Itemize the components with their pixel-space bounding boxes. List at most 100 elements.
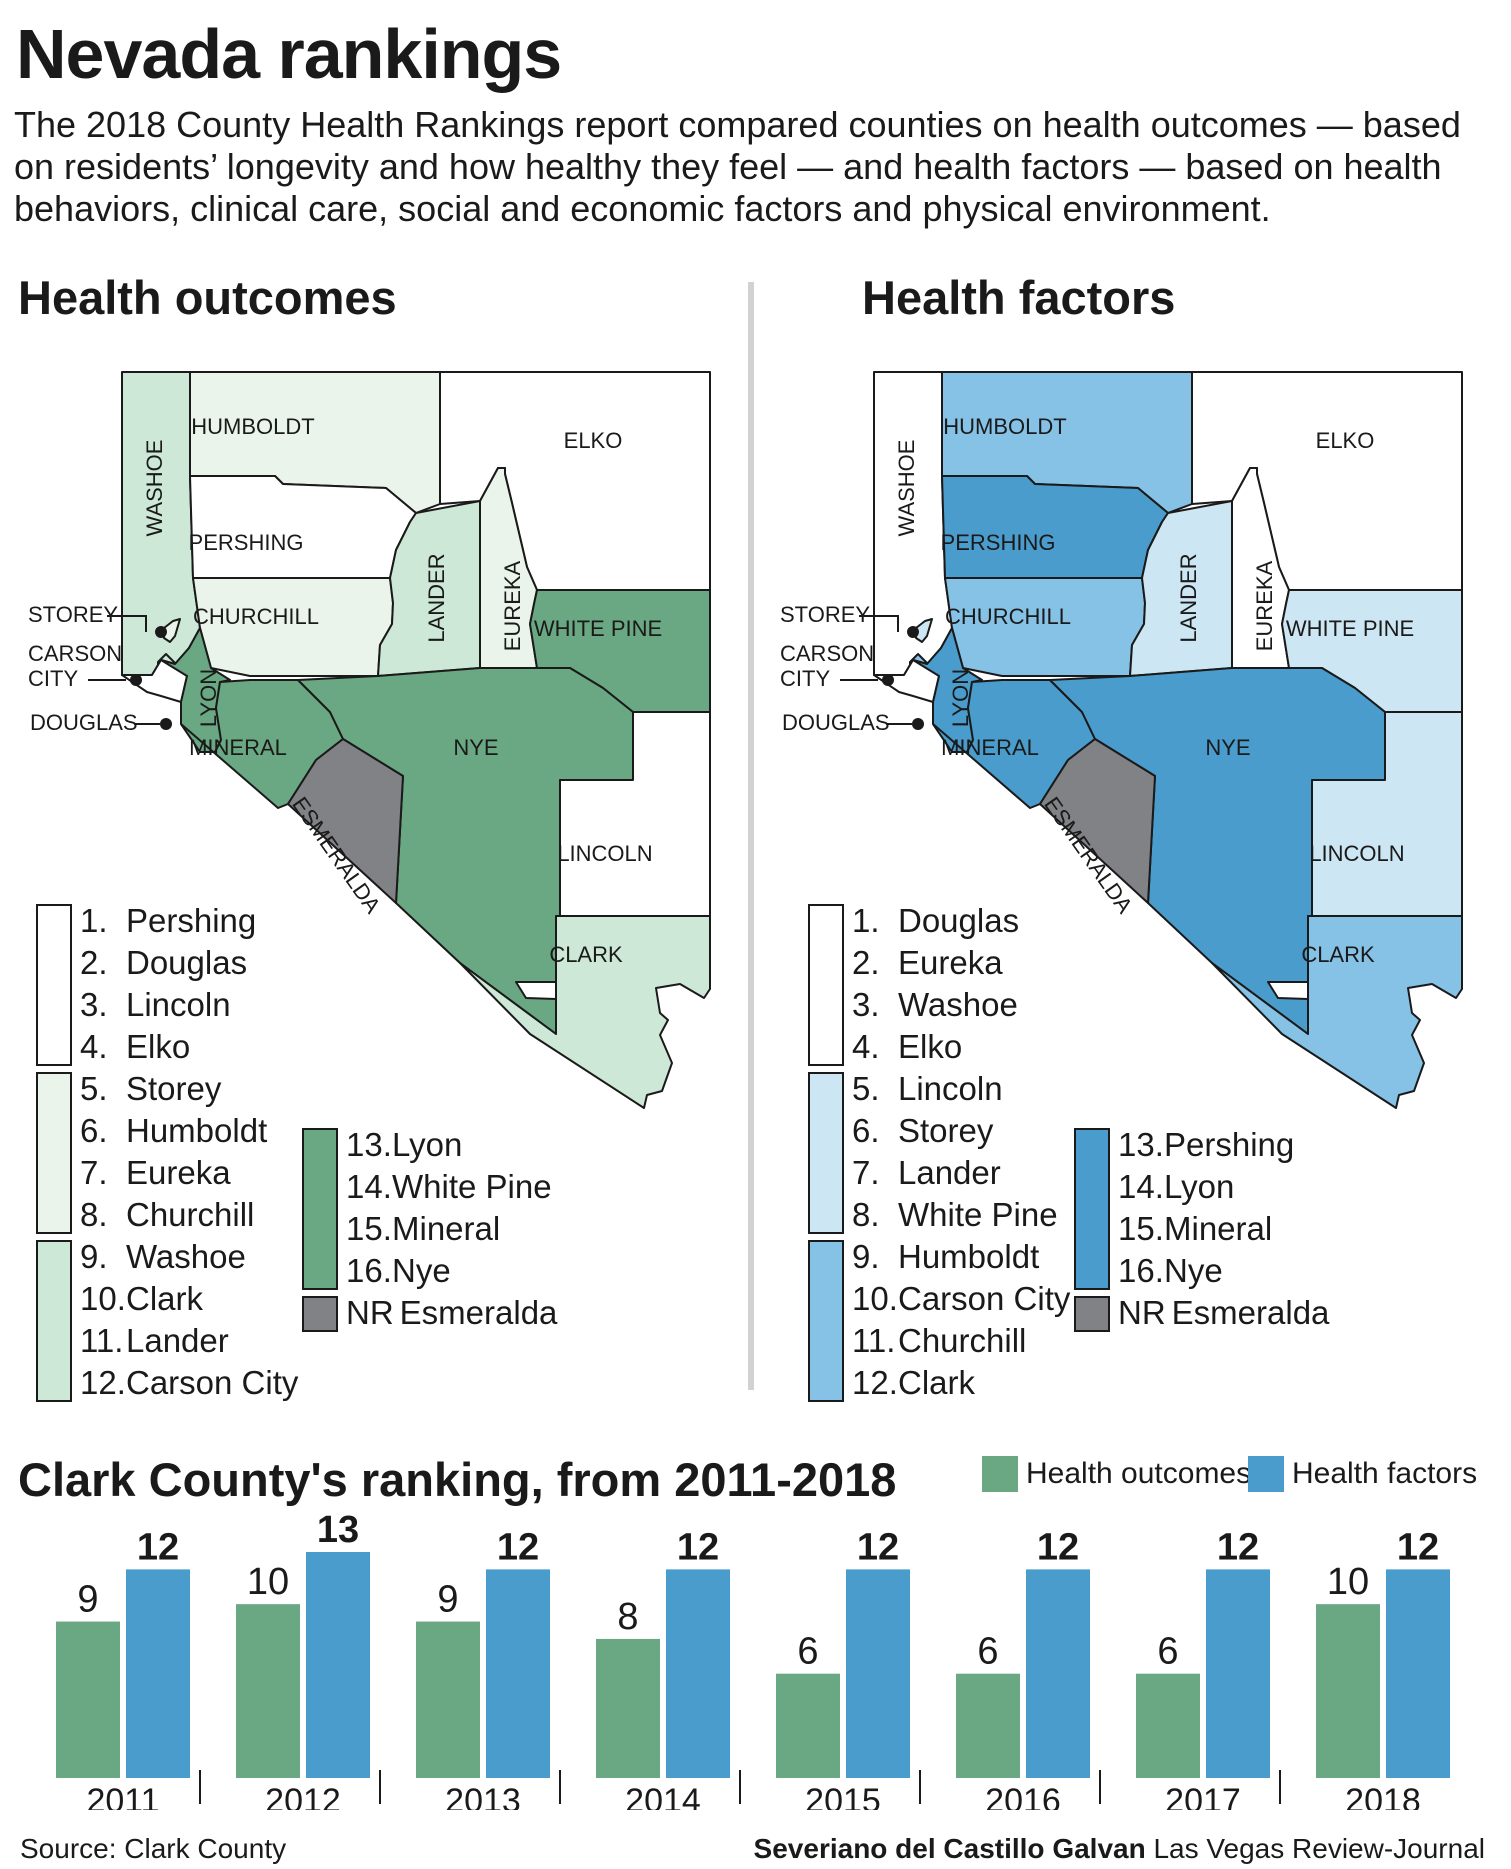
legend-rank: 8. bbox=[852, 1196, 880, 1233]
county-label-eureka: EUREKA bbox=[500, 560, 525, 651]
county-label-clark: CLARK bbox=[549, 942, 623, 967]
legend-entry: 6. Humboldt bbox=[80, 1110, 267, 1152]
outcomes-map: HUMBOLDT ELKO WASHOE PERSHING CHURCHILL LANDE… bbox=[28, 371, 711, 1109]
legend-factors-label: Health factors bbox=[1292, 1457, 1478, 1490]
legend-county: Humboldt bbox=[898, 1238, 1040, 1275]
legend-county: Lander bbox=[126, 1322, 229, 1359]
county-label-washoe: WASHOE bbox=[142, 440, 167, 537]
legend-entry: 16.Nye bbox=[346, 1250, 451, 1292]
legend-entry: 15.Mineral bbox=[1118, 1208, 1272, 1250]
year-label: 2017 bbox=[1165, 1782, 1241, 1810]
county-esmeralda bbox=[287, 738, 404, 904]
outcomes-value-label: 10 bbox=[247, 1561, 289, 1603]
outcomes-bar bbox=[1136, 1673, 1200, 1778]
legend-county: Elko bbox=[126, 1028, 191, 1065]
county-label-lyon: LYON bbox=[948, 669, 973, 727]
legend-entry: 8. Churchill bbox=[80, 1194, 254, 1236]
legend-entry: 16.Nye bbox=[1118, 1250, 1223, 1292]
legend-rank: 4. bbox=[852, 1028, 880, 1065]
outcomes-bar bbox=[776, 1673, 840, 1778]
legend-entry: 8. White Pine bbox=[852, 1194, 1058, 1236]
county-label-carson-city-1: CARSON bbox=[28, 641, 122, 666]
legend-county: Carson City bbox=[126, 1364, 299, 1401]
section-divider bbox=[748, 282, 754, 1390]
legend-entry: 11.Churchill bbox=[852, 1320, 1026, 1362]
leader-line bbox=[107, 615, 147, 632]
year-label: 2012 bbox=[265, 1782, 341, 1810]
page-title: Nevada rankings bbox=[16, 15, 562, 93]
legend-county: Lyon bbox=[1164, 1168, 1235, 1205]
legend-entry: 4. Elko bbox=[80, 1026, 190, 1068]
county-label-carson-city-1: CARSON bbox=[780, 641, 874, 666]
legend-rank: 1. bbox=[852, 902, 880, 939]
legend-rank: 2. bbox=[80, 944, 108, 981]
county-label-clark: CLARK bbox=[1301, 942, 1375, 967]
legend-rank: 12. bbox=[80, 1364, 126, 1401]
legend-entry: 5. Lincoln bbox=[852, 1068, 1003, 1110]
location-dot bbox=[155, 626, 167, 638]
legend-county: Nye bbox=[1164, 1252, 1223, 1289]
legend-entry: 10.Clark bbox=[80, 1278, 203, 1320]
location-dot bbox=[882, 674, 894, 686]
legend-rank: 5. bbox=[80, 1070, 108, 1107]
legend-rank: 9. bbox=[80, 1238, 108, 1275]
factors-value-label: 13 bbox=[317, 1509, 359, 1551]
outcomes-bar bbox=[56, 1621, 120, 1778]
factors-value-label: 12 bbox=[857, 1526, 899, 1568]
county-label-douglas: DOUGLAS bbox=[782, 710, 890, 735]
year-label: 2013 bbox=[445, 1782, 521, 1810]
legend-rank: 12. bbox=[852, 1364, 898, 1401]
legend-entry: 2. Eureka bbox=[852, 942, 1003, 984]
legend-county: White Pine bbox=[392, 1168, 552, 1205]
outcomes-value-label: 9 bbox=[437, 1579, 458, 1621]
county-storey bbox=[915, 618, 933, 643]
county-storey bbox=[163, 618, 181, 643]
legend-entry: 1. Douglas bbox=[852, 900, 1019, 942]
factors-value-label: 12 bbox=[137, 1526, 179, 1568]
factors-value-label: 12 bbox=[1397, 1526, 1439, 1568]
legend-rank: 16. bbox=[346, 1252, 392, 1289]
county-label-lincoln: LINCOLN bbox=[1309, 841, 1404, 866]
legend-outcomes-label: Health outcomes bbox=[1026, 1457, 1252, 1490]
legend-rank: 11. bbox=[852, 1322, 896, 1359]
legend-county: Storey bbox=[898, 1112, 994, 1149]
legend-rank: 6. bbox=[80, 1112, 108, 1149]
legend-swatch bbox=[302, 1296, 338, 1332]
county-label-pershing: PERSHING bbox=[941, 530, 1056, 555]
legend-county: Churchill bbox=[898, 1322, 1027, 1359]
county-label-churchill: CHURCHILL bbox=[945, 604, 1071, 629]
legend-county: Esmeralda bbox=[399, 1294, 558, 1331]
county-pershing bbox=[941, 475, 1169, 579]
factors-bar bbox=[666, 1569, 730, 1778]
factors-map: HUMBOLDT ELKO WASHOE PERSHING CHURCHILL LANDE… bbox=[780, 371, 1463, 1109]
legend-rank: NR bbox=[346, 1294, 394, 1331]
factors-bar bbox=[306, 1552, 370, 1778]
outcomes-value-label: 10 bbox=[1327, 1561, 1369, 1603]
legend-county: Clark bbox=[898, 1364, 976, 1401]
legend-outcomes-item: Health outcomes bbox=[982, 1456, 1251, 1492]
county-label-white-pine: WHITE PINE bbox=[1286, 616, 1414, 641]
outcomes-value-label: 6 bbox=[977, 1631, 998, 1673]
legend-rank: 14. bbox=[1118, 1168, 1164, 1205]
factors-value-label: 12 bbox=[1037, 1526, 1079, 1568]
legend-swatch bbox=[1074, 1128, 1110, 1290]
county-label-mineral: MINERAL bbox=[941, 735, 1039, 760]
location-dot bbox=[130, 674, 142, 686]
legend-rank: 2. bbox=[852, 944, 880, 981]
legend-entry: 13.Lyon bbox=[346, 1124, 462, 1166]
county-label-humboldt: HUMBOLDT bbox=[191, 414, 314, 439]
legend-county: Mineral bbox=[1164, 1210, 1273, 1247]
legend-entry: 14.Lyon bbox=[1118, 1166, 1234, 1208]
outcomes-bar bbox=[236, 1604, 300, 1778]
intro-text: The 2018 County Health Rankings report c… bbox=[14, 104, 1461, 229]
legend-county: Douglas bbox=[898, 902, 1020, 939]
legend-rank: 16. bbox=[1118, 1252, 1164, 1289]
county-label-lander: LANDER bbox=[424, 553, 449, 642]
outcomes-bar bbox=[1316, 1604, 1380, 1778]
outcomes-value-label: 8 bbox=[617, 1596, 638, 1638]
source-note: Source: Clark County bbox=[20, 1833, 287, 1864]
legend-county: Pershing bbox=[126, 902, 257, 939]
county-label-elko: ELKO bbox=[564, 428, 623, 453]
county-label-storey: STOREY bbox=[28, 602, 118, 627]
legend-county: Eureka bbox=[898, 944, 1003, 981]
